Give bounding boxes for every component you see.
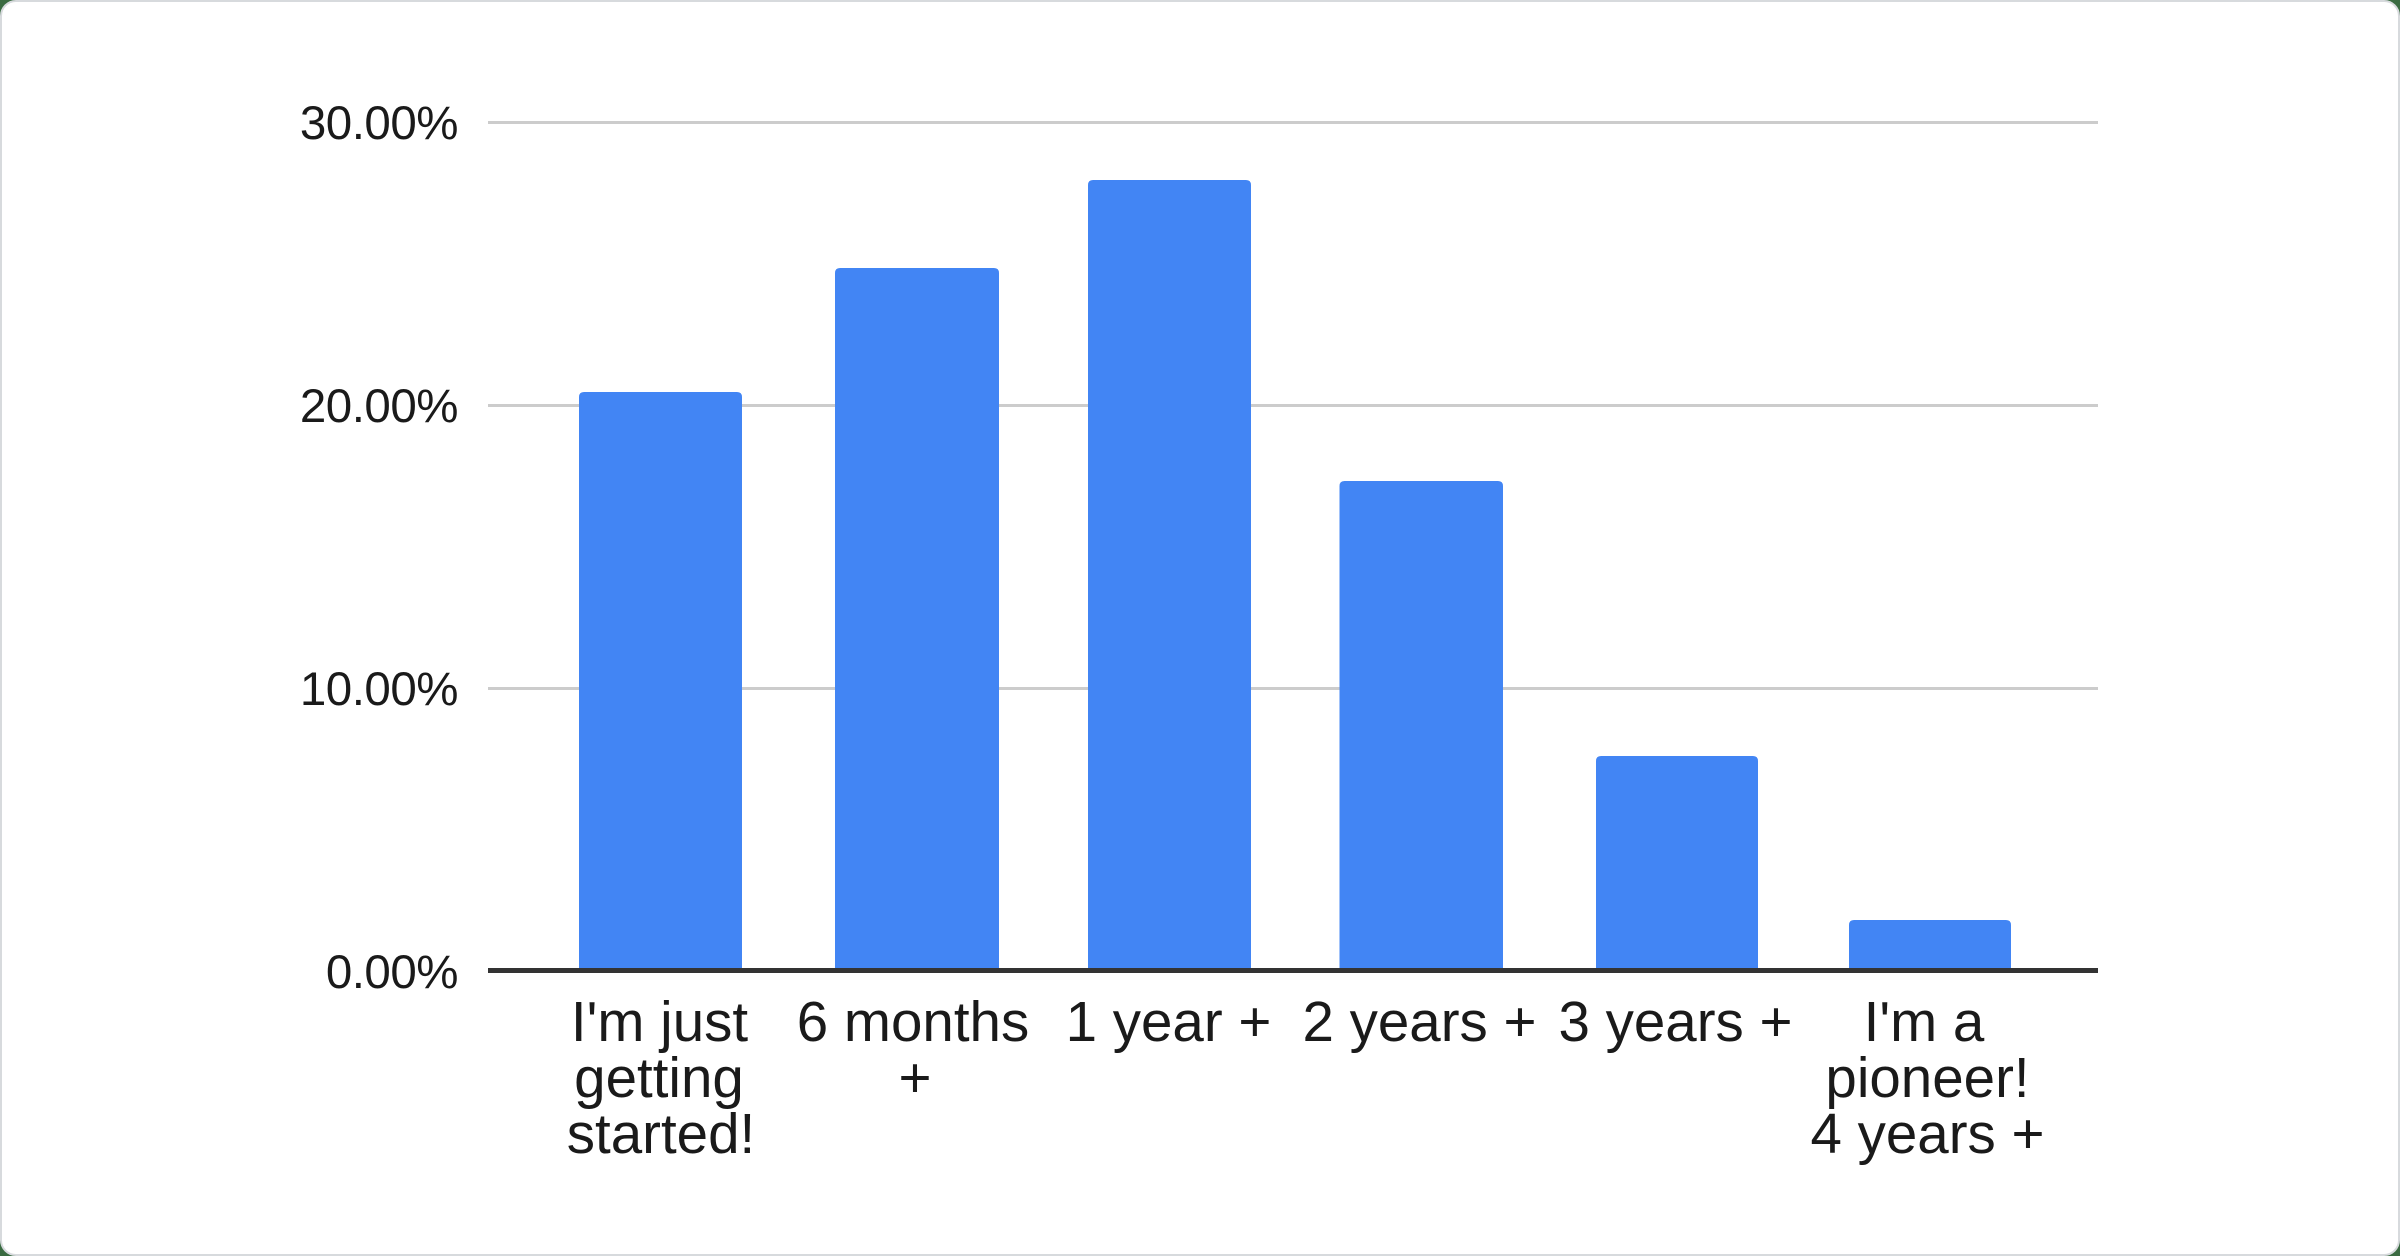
svg-text:2 years +: 2 years + — [1303, 990, 1537, 1053]
svg-text:pioneer!: pioneer! — [1825, 1046, 2029, 1109]
svg-text:+: + — [899, 1046, 932, 1109]
svg-text:getting: getting — [574, 1046, 744, 1109]
svg-text:I'm a: I'm a — [1864, 990, 1985, 1053]
svg-text:4 years +: 4 years + — [1811, 1102, 2045, 1165]
svg-text:0.00%: 0.00% — [326, 946, 458, 999]
svg-text:30.00%: 30.00% — [300, 97, 458, 150]
svg-text:3 years +: 3 years + — [1559, 990, 1793, 1053]
svg-text:1 year +: 1 year + — [1066, 990, 1272, 1053]
svg-text:6 months: 6 months — [797, 990, 1029, 1053]
svg-text:10.00%: 10.00% — [300, 663, 458, 716]
svg-text:20.00%: 20.00% — [300, 380, 458, 433]
svg-text:started!: started! — [567, 1102, 755, 1165]
svg-text:I'm just: I'm just — [571, 990, 748, 1053]
